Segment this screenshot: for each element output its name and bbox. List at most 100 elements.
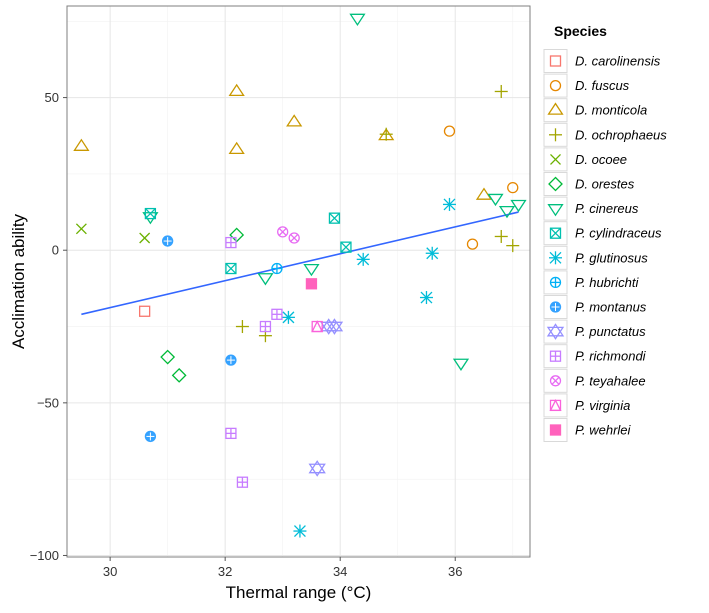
legend-key: [543, 196, 568, 221]
point-p-montanus: [144, 430, 157, 443]
legend-item-p-richmondi: P. richmondi: [543, 344, 647, 369]
point-d-fuscus: [443, 125, 456, 137]
point-d-ochrophaeus: [235, 320, 249, 334]
point-d-monticola: [228, 83, 245, 97]
legend-key-symbol: [546, 323, 565, 340]
legend-key-symbol: [549, 375, 562, 387]
point-p-punctatus: [308, 460, 326, 477]
x-tick-label: 34: [333, 564, 347, 579]
point-d-ochrophaeus: [494, 84, 508, 98]
point-p-richmondi: [271, 308, 283, 320]
legend-key: [543, 49, 568, 73]
legend-item-p-virginia: P. virginia: [543, 393, 630, 418]
legend-key-symbol: [549, 79, 562, 92]
legend-label: P. glutinosus: [575, 250, 648, 265]
point-d-orestes: [229, 227, 245, 243]
legend-label: P. richmondi: [575, 349, 647, 364]
legend-key-symbol: [549, 350, 562, 362]
point-p-cinereus: [510, 199, 527, 213]
legend-label: D. ocoee: [575, 152, 627, 167]
plot-border: [66, 5, 531, 558]
legend-label: D. monticola: [575, 103, 647, 118]
trendline: [81, 211, 519, 316]
legend-key-symbol: [549, 398, 562, 412]
legend-key: [543, 73, 568, 98]
point-d-monticola: [73, 138, 90, 151]
point-d-ocoee: [139, 232, 151, 244]
legend-key-symbol: [549, 227, 562, 239]
legend-label: P. montanus: [575, 300, 647, 315]
data-points: [73, 13, 527, 538]
point-p-virginia: [311, 320, 324, 333]
point-p-glutinosus: [425, 246, 439, 260]
plot-background: [67, 6, 530, 557]
legend-label: P. cylindraceus: [575, 226, 662, 241]
legend-item-d-monticola: D. monticola: [543, 98, 647, 123]
legend-title: Species: [554, 23, 607, 39]
legend-key-symbol: [547, 102, 564, 115]
legend-key-symbol: [549, 424, 562, 436]
point-p-richmondi: [225, 427, 237, 440]
legend-label: D. ochrophaeus: [575, 127, 667, 142]
legend-item-d-fuscus: D. fuscus: [543, 73, 630, 98]
point-d-ochrophaeus: [506, 239, 520, 253]
trend-line: [81, 211, 519, 316]
point-p-cinereus: [349, 13, 366, 26]
point-p-cinereus: [498, 205, 516, 219]
y-tick-label: −100: [30, 548, 59, 563]
point-p-cylindraceus: [144, 207, 157, 220]
legend-key: [543, 172, 568, 196]
legend-item-d-ochrophaeus: D. ochrophaeus: [543, 122, 667, 147]
point-d-ocoee: [75, 223, 87, 235]
point-d-monticola: [475, 187, 493, 200]
point-p-cinereus: [303, 263, 320, 277]
point-d-monticola: [228, 141, 245, 155]
x-tick-label: 32: [218, 564, 232, 579]
point-p-richmondi: [236, 476, 249, 488]
point-p-punctatus: [325, 318, 344, 335]
point-d-orestes: [171, 367, 187, 383]
point-p-richmondi: [225, 236, 237, 249]
point-p-cylindraceus: [225, 262, 237, 275]
legend-label: P. punctatus: [575, 324, 646, 339]
y-tick-label: −50: [37, 395, 59, 410]
legend-label: P. teyahalee: [575, 373, 646, 388]
legend-key-symbol: [547, 204, 564, 217]
point-p-cylindraceus: [340, 241, 352, 253]
legend-item-p-wehrlei: P. wehrlei: [543, 418, 632, 442]
legend-key-symbol: [549, 55, 562, 67]
legend-items: D. carolinensis D. fuscus D. monticola D. o…: [543, 49, 667, 442]
x-axis-title: Thermal range (°C): [226, 583, 372, 602]
legend-key: [543, 319, 568, 344]
y-axis-title: Acclimation ability: [9, 213, 28, 349]
legend-item-d-ocoee: D. ocoee: [543, 147, 627, 172]
grid-lines: [67, 6, 530, 557]
legend-label: D. orestes: [575, 177, 635, 192]
legend-key-symbol: [549, 251, 562, 265]
y-tick-label: 50: [45, 90, 59, 105]
point-p-richmondi: [259, 320, 272, 333]
point-d-ochrophaeus: [379, 127, 393, 141]
legend-key: [543, 98, 568, 123]
point-p-cylindraceus: [328, 212, 341, 224]
legend-item-p-cylindraceus: P. cylindraceus: [543, 221, 662, 246]
point-p-glutinosus: [281, 310, 295, 324]
point-p-glutinosus: [442, 197, 456, 211]
legend-key: [543, 393, 568, 418]
point-p-glutinosus: [356, 252, 370, 266]
legend-label: D. carolinensis: [575, 54, 661, 69]
point-p-cinereus: [452, 358, 470, 371]
legend-item-p-hubrichti: P. hubrichti: [543, 270, 639, 295]
point-d-orestes: [160, 349, 176, 365]
legend-label: P. wehrlei: [575, 423, 632, 438]
y-tick-label: 0: [52, 243, 59, 258]
legend-key-symbol: [549, 301, 562, 313]
legend-item-p-punctatus: P. punctatus: [543, 319, 646, 344]
point-p-montanus: [225, 354, 237, 366]
point-p-glutinosus: [293, 524, 307, 538]
point-p-hubrichti: [271, 262, 283, 275]
legend-item-p-glutinosus: P. glutinosus: [543, 245, 648, 270]
legend-key-symbol: [549, 276, 562, 289]
point-d-carolinensis: [138, 305, 151, 317]
